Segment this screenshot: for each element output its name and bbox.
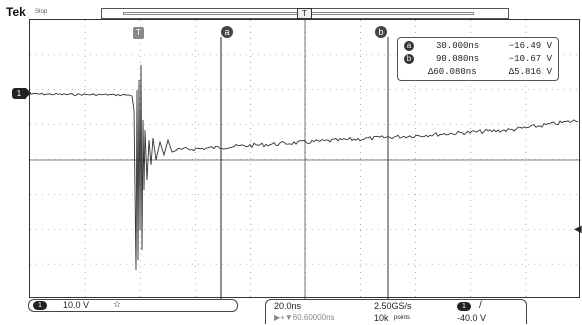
trigger-readout[interactable]: 1 / -40.0 V (455, 299, 527, 324)
trigger-position-marker[interactable]: T (133, 27, 144, 39)
cursor-readout-box: a 30.000ns −16.49 V b 90.080ns −10.67 V … (397, 37, 559, 81)
trigger-source-badge: 1 (457, 302, 471, 311)
rising-edge-icon: / (479, 300, 482, 311)
horizontal-readout[interactable]: 20.0ns ▶+▼60.60000ns 2.50GS/s 10k points (265, 299, 455, 324)
cursor-delta-readout: Δ60.080ns Δ5.816 V (398, 67, 558, 79)
brand-logo: Tek (6, 5, 26, 19)
waveform-graticule (30, 20, 581, 299)
cursor-b-time: 90.080ns (436, 54, 480, 64)
cursor-a-time: 30.000ns (436, 41, 480, 51)
cursor-b-readout: b 90.080ns −10.67 V (398, 54, 558, 66)
cursor-a-readout: a 30.000ns −16.49 V (398, 41, 558, 53)
waveform-display[interactable] (29, 19, 581, 299)
channel-1-scale: 10.0 V (63, 300, 90, 310)
channel-1-readout[interactable]: 1 10.0 V ☆ (28, 299, 238, 312)
trigger-level: -40.0 V (457, 313, 487, 323)
cursor-delta-time: Δ60.080ns (428, 67, 477, 77)
record-length: 10k (374, 313, 389, 323)
cursor-b-value: −10.67 V (508, 54, 552, 64)
acquisition-status: Stop (35, 9, 48, 15)
cursor-a-value: −16.49 V (508, 41, 552, 51)
sample-rate: 2.50GS/s (374, 301, 412, 311)
trigger-level-marker-icon[interactable]: ◀ (574, 224, 582, 235)
cursor-a-handle[interactable]: a (221, 26, 233, 38)
cursor-b-badge: b (404, 54, 414, 64)
bandwidth-limit-icon: ☆ (113, 299, 122, 309)
horizontal-scale: 20.0ns (274, 301, 302, 311)
cursor-b-handle[interactable]: b (375, 26, 387, 38)
channel-1-badge: 1 (33, 301, 47, 310)
cursor-a-badge: a (404, 41, 414, 51)
channel-1-ground-marker[interactable]: 1 (12, 88, 31, 99)
record-length-unit: points (394, 315, 411, 321)
cursor-delta-value: Δ5.816 V (508, 67, 552, 77)
channel-1-trace (30, 64, 579, 271)
horizontal-position: ▶+▼60.60000ns (274, 313, 335, 322)
record-trigger-position[interactable]: T (297, 8, 312, 19)
